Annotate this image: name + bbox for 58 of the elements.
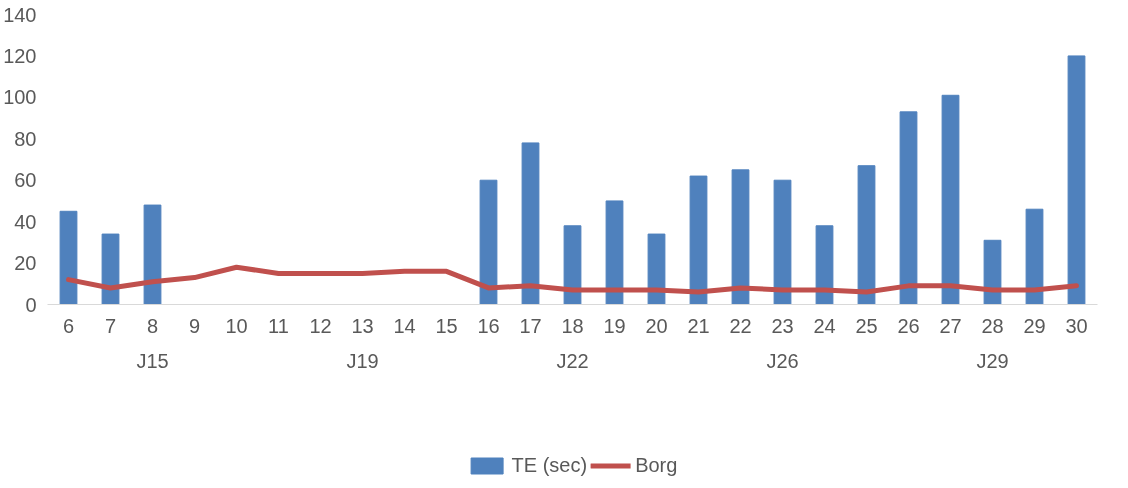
y-tick-label: 0 xyxy=(25,293,37,316)
bar xyxy=(773,179,792,305)
bar xyxy=(59,210,78,305)
bar xyxy=(941,94,960,305)
bar xyxy=(1025,208,1044,305)
bar xyxy=(143,204,162,305)
x-tick-label: 13 xyxy=(351,314,374,337)
legend-label: Borg xyxy=(635,453,678,477)
bar xyxy=(563,225,582,305)
bar xyxy=(605,200,624,305)
y-tick-label: 20 xyxy=(14,252,37,275)
legend-label: TE (sec) xyxy=(511,453,588,477)
x-tick-label: 30 xyxy=(1065,314,1088,337)
x-tick-label: 6 xyxy=(62,314,75,337)
x-tick-label: 28 xyxy=(981,314,1004,337)
bar xyxy=(815,225,834,305)
text: J19 xyxy=(346,349,379,372)
x-tick-label: 12 xyxy=(309,314,332,337)
y-tick-label: 120 xyxy=(3,44,37,67)
x-tick-label: 18 xyxy=(561,314,584,337)
y-tick-label: 40 xyxy=(14,210,37,233)
x-tick-label: 25 xyxy=(855,314,878,337)
text: J26 xyxy=(766,349,799,372)
x-tick-label: 27 xyxy=(939,314,962,337)
bar xyxy=(899,111,918,305)
x-tick-label: 16 xyxy=(477,314,500,337)
y-tick-label: 140 xyxy=(3,3,37,26)
y-tick-label: 60 xyxy=(14,169,37,192)
y-tick-label: 80 xyxy=(14,127,37,150)
text: J15 xyxy=(136,349,169,372)
x-tick-label: 7 xyxy=(104,314,117,337)
x-tick-label: 29 xyxy=(1023,314,1046,337)
x-tick-label: 9 xyxy=(188,314,201,337)
x-tick-label: 17 xyxy=(519,314,542,337)
x-tick-label: 22 xyxy=(729,314,752,337)
x-tick-label: 20 xyxy=(645,314,668,337)
y-tick-label: 100 xyxy=(3,86,37,109)
x-tick-label: 14 xyxy=(393,314,416,337)
bar xyxy=(689,175,708,305)
bar xyxy=(101,233,120,305)
x-tick-label: 10 xyxy=(225,314,248,337)
x-tick-label: 11 xyxy=(268,314,289,337)
text: J22 xyxy=(556,349,589,372)
x-tick-label: 21 xyxy=(687,314,710,337)
bar xyxy=(1067,55,1086,305)
bar xyxy=(647,233,666,305)
bar xyxy=(479,179,498,305)
x-tick-label: 8 xyxy=(146,314,159,337)
x-tick-label: 19 xyxy=(603,314,626,337)
bar xyxy=(521,142,540,305)
bar xyxy=(983,239,1002,305)
bar xyxy=(731,169,750,305)
x-tick-label: 23 xyxy=(771,314,794,337)
x-tick-label: 15 xyxy=(435,314,458,337)
text: J29 xyxy=(976,349,1009,372)
bar xyxy=(857,165,876,305)
x-tick-label: 24 xyxy=(813,314,836,337)
x-tick-label: 26 xyxy=(897,314,920,337)
